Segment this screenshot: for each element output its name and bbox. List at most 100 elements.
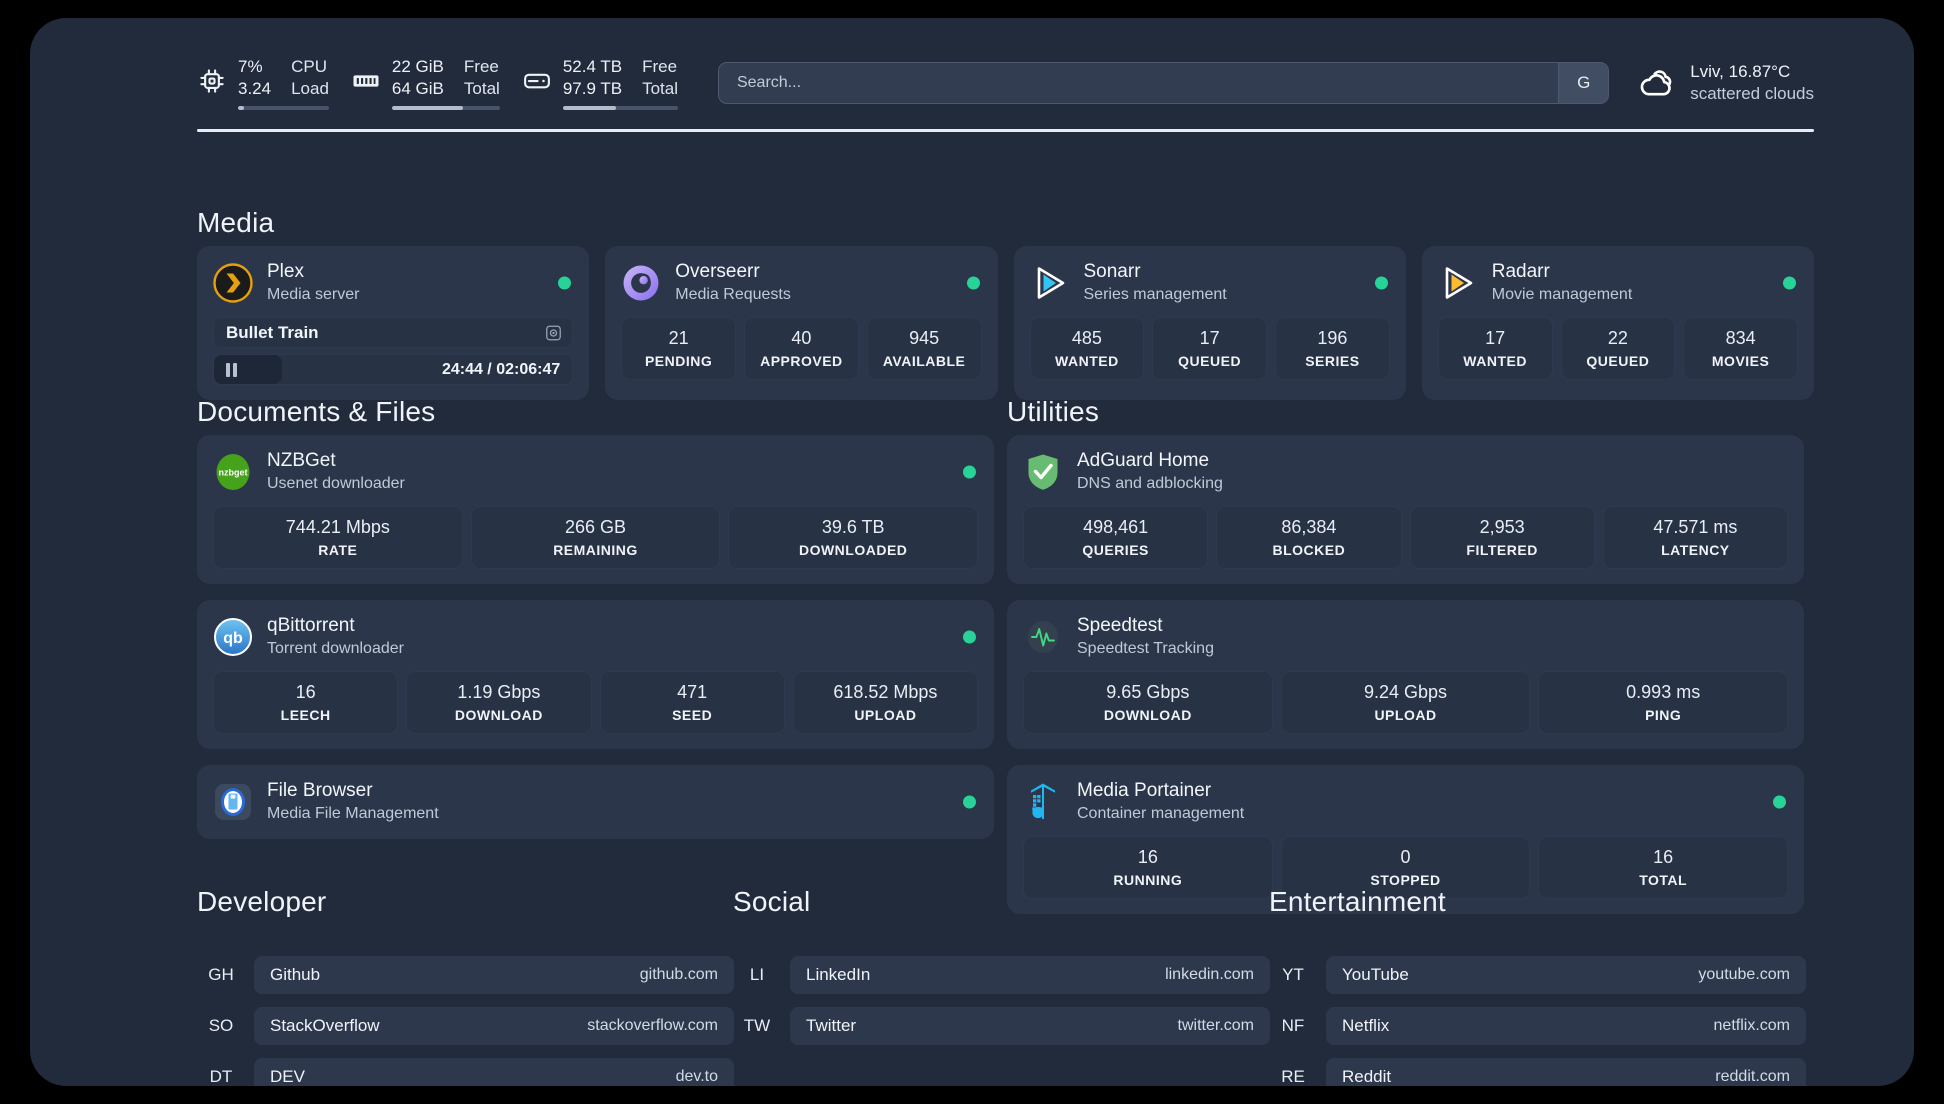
service-card-sonarr[interactable]: Sonarr Series management 485 WANTED 17 QUEUED… — [1013, 246, 1406, 401]
card-meta: Sonarr Series management — [1084, 260, 1227, 305]
link-group-title: Entertainment — [1269, 886, 1446, 917]
service-name: Sonarr — [1083, 261, 1141, 282]
qbittorrent-icon: qb — [213, 617, 253, 657]
service-card-radarr[interactable]: Radarr Movie management 17 WANTED 22 QUEUED 83… — [1421, 246, 1814, 401]
service-card-nzbget[interactable]: nzbget NZBGet Usenet downloader 744.21 Mbps… — [197, 435, 994, 584]
link-group-developer: Developer GH Github github.com SO StackOverfl… — [197, 886, 734, 1086]
search-bar[interactable]: G — [717, 62, 1610, 104]
link-group-title: Developer — [197, 886, 327, 917]
hardware-label-bottom: Load — [291, 78, 329, 98]
link-body[interactable]: Netflix netflix.com — [1326, 1007, 1806, 1045]
link-item-github[interactable]: GH Github github.com — [197, 956, 734, 994]
hardware-usage-bar — [238, 106, 329, 111]
link-url: github.com — [639, 966, 718, 983]
service-card-adguard-home[interactable]: AdGuard Home DNS and adblocking 498,461 QUE… — [1007, 435, 1804, 584]
card-meta: Media Portainer Container management — [1077, 779, 1244, 824]
search-input[interactable] — [718, 63, 1559, 103]
stat-label: UPLOAD — [1374, 706, 1437, 723]
cpu-icon — [197, 66, 227, 96]
link-item-linkedin[interactable]: LI LinkedIn linkedin.com — [733, 956, 1270, 994]
service-subtitle: Media Requests — [675, 285, 791, 303]
link-body[interactable]: Github github.com — [254, 956, 734, 994]
link-item-stackoverflow[interactable]: SO StackOverflow stackoverflow.com — [197, 1007, 734, 1045]
utilities-card-column: AdGuard Home DNS and adblocking 498,461 QUE… — [1007, 435, 1804, 914]
card-header: qb qBittorrent Torrent downloader — [213, 614, 978, 659]
portainer-icon — [1023, 782, 1063, 822]
stat-value: 196 — [1317, 328, 1348, 349]
stat-label: SEED — [672, 706, 713, 723]
link-url: reddit.com — [1715, 1068, 1790, 1085]
stat-label: BLOCKED — [1272, 541, 1346, 558]
stat-label: STOPPED — [1370, 871, 1441, 888]
card-meta: File Browser Media File Management — [267, 779, 439, 824]
card-header: Overseerr Media Requests — [621, 260, 981, 305]
link-item-dev[interactable]: DT DEV dev.to — [197, 1058, 734, 1086]
pause-icon[interactable] — [226, 362, 237, 377]
card-meta: qBittorrent Torrent downloader — [267, 614, 404, 659]
link-item-reddit[interactable]: RE Reddit reddit.com — [1269, 1058, 1806, 1086]
stat-value: 9.24 Gbps — [1363, 682, 1448, 703]
stat-label: RUNNING — [1113, 871, 1183, 888]
svg-text:qb: qb — [223, 630, 243, 647]
link-abbreviation: GH — [208, 965, 234, 984]
weather-description: scattered clouds — [1690, 84, 1814, 103]
now-playing-title-bar: Bullet Train — [213, 317, 574, 349]
service-card-overseerr[interactable]: Overseerr Media Requests 21 PENDING 40 APPROV… — [605, 246, 998, 401]
stat-upload: 9.24 Gbps UPLOAD — [1280, 671, 1531, 734]
card-header: Sonarr Series management — [1030, 260, 1390, 305]
link-list: GH Github github.com SO StackOverflow stackov… — [197, 956, 734, 1086]
stat-label: QUEUED — [1586, 352, 1650, 369]
stat-value: 618.52 Mbps — [833, 682, 938, 703]
stat-wanted: 485 WANTED — [1029, 317, 1145, 380]
gear-icon[interactable] — [545, 324, 562, 341]
service-name: Radarr — [1491, 261, 1550, 282]
stat-value: 266 GB — [564, 517, 627, 538]
hardware-value-bottom: 64 GiB — [391, 78, 444, 98]
service-subtitle: Media server — [267, 285, 360, 303]
link-body[interactable]: YouTube youtube.com — [1326, 956, 1806, 994]
stat-label: APPROVED — [760, 352, 843, 369]
stat-value: 17 — [1485, 328, 1506, 349]
card-meta: NZBGet Usenet downloader — [267, 449, 405, 494]
stat-value: 2,953 — [1479, 517, 1525, 538]
stat-label: FILTERED — [1466, 541, 1538, 558]
link-list: YT YouTube youtube.com NF Netflix netflix.com… — [1269, 956, 1806, 1086]
now-playing-progress[interactable]: 24:44 / 02:06:47 — [213, 354, 574, 386]
service-card-media-portainer[interactable]: Media Portainer Container management 16 RUN… — [1007, 764, 1804, 914]
service-card-plex[interactable]: Plex Media server Bullet Train 24:44 / 02:0… — [197, 246, 590, 401]
link-body[interactable]: Twitter twitter.com — [790, 1007, 1270, 1045]
stat-queued: 17 QUEUED — [1152, 317, 1267, 380]
link-item-twitter[interactable]: TW Twitter twitter.com — [733, 1007, 1270, 1045]
link-body[interactable]: StackOverflow stackoverflow.com — [254, 1007, 734, 1045]
stat-rate: 744.21 Mbps RATE — [213, 506, 463, 569]
service-card-qbittorrent[interactable]: qb qBittorrent Torrent downloader 16 LEECH 1.… — [197, 599, 994, 749]
link-abbreviation: RE — [1281, 1067, 1305, 1086]
link-body[interactable]: LinkedIn linkedin.com — [790, 956, 1270, 994]
card-header: Speedtest Speedtest Tracking — [1023, 614, 1788, 659]
link-abbreviation: YT — [1282, 965, 1304, 984]
weather-location-temp: Lviv, 16.87°C — [1690, 61, 1791, 81]
link-body[interactable]: DEV dev.to — [254, 1058, 734, 1086]
service-subtitle: Movie management — [1491, 285, 1633, 303]
stat-approved: 40 APPROVED — [744, 317, 859, 380]
service-card-file-browser[interactable]: File Browser Media File Management — [197, 764, 994, 840]
link-item-netflix[interactable]: NF Netflix netflix.com — [1269, 1007, 1806, 1045]
stat-label: LATENCY — [1661, 541, 1730, 558]
stat-value: 22 — [1607, 328, 1628, 349]
service-name: Media Portainer — [1077, 779, 1212, 801]
documents-card-column: nzbget NZBGet Usenet downloader 744.21 Mbps… — [197, 435, 994, 840]
link-body[interactable]: Reddit reddit.com — [1326, 1058, 1806, 1086]
progress-fill — [214, 355, 283, 385]
stat-label: QUERIES — [1082, 541, 1149, 558]
service-name: File Browser — [267, 779, 373, 801]
service-card-speedtest[interactable]: Speedtest Speedtest Tracking 9.65 Gbps DOWN… — [1007, 599, 1804, 749]
link-abbreviation: NF — [1281, 1016, 1305, 1035]
stat-leech: 16 LEECH — [213, 671, 399, 734]
service-subtitle: DNS and adblocking — [1077, 474, 1223, 492]
link-item-youtube[interactable]: YT YouTube youtube.com — [1269, 956, 1806, 994]
header-bar: 7% 3.24 CPU Load 22 GiB 64 GiB Free Total 52.4 T… — [197, 46, 1814, 120]
search-engine-button[interactable]: G — [1558, 63, 1609, 103]
stat-value: 9.65 Gbps — [1106, 682, 1190, 703]
media-card-row: Plex Media server Bullet Train 24:44 / 02:0… — [197, 246, 1814, 401]
stat-downloaded: 39.6 TB DOWNLOADED — [728, 506, 979, 569]
